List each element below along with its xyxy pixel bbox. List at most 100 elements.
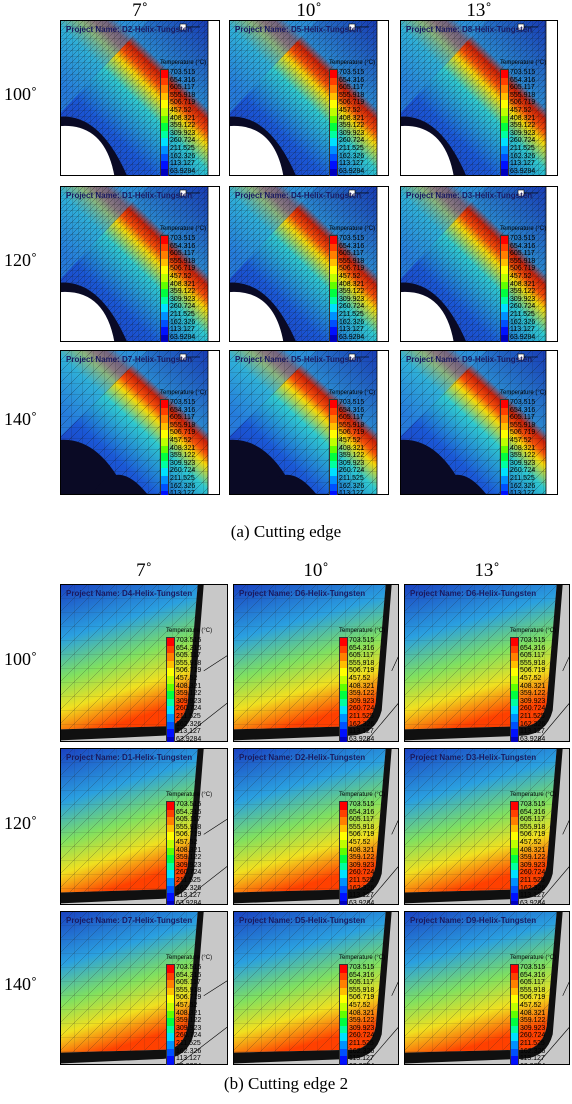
legend-title: Temperature (°C) (166, 955, 213, 961)
legend-value: 506.719 (349, 667, 375, 675)
legend-value: 457.52 (170, 436, 192, 444)
legend-value: 359.122 (520, 1017, 546, 1025)
legend-colorbar (510, 964, 519, 1065)
legend-swatch (167, 862, 174, 871)
legend-swatch (340, 862, 347, 871)
legend-swatch (330, 266, 337, 274)
project-name-label: Project Name: D4-Helix-Tungsten (235, 191, 362, 200)
legend-swatch (501, 273, 508, 282)
legend-value: 457.52 (176, 1001, 198, 1009)
legend-value: 506.719 (510, 99, 536, 107)
legend-value: 605.117 (339, 414, 364, 422)
legend-swatch (501, 266, 508, 274)
legend-value: 703.515 (339, 235, 365, 242)
legend-swatch (501, 400, 508, 408)
legend-swatch (501, 236, 508, 244)
legend-swatch (167, 638, 174, 646)
legend-values: 703.515 654.316 605.117 555.918 506.719 457.5… (176, 801, 201, 905)
legend-title: Temperature (°C) (166, 792, 213, 798)
legend-swatch (511, 802, 518, 810)
legend-value: 654.316 (510, 242, 536, 250)
legend-value: 309.923 (339, 295, 365, 303)
legend-value: 555.918 (510, 91, 536, 99)
legend-swatch (340, 1010, 347, 1019)
legend-swatch (330, 468, 337, 476)
legend-value: 309.923 (170, 129, 196, 137)
legend-swatch (167, 1063, 174, 1065)
legend-value: 260.724 (170, 303, 196, 311)
legend-swatch (161, 123, 168, 131)
legend-value: 211.525 (176, 1039, 201, 1047)
legend-swatch (330, 153, 337, 162)
legend-swatch (511, 1056, 518, 1064)
legend-swatch (161, 327, 168, 335)
legend-swatch (511, 824, 518, 833)
simulation-panel: Project Name: D5-Helix-Tungsten Temperatu… (233, 911, 399, 1065)
project-name-label: Project Name: D1-Helix-Tungsten (66, 191, 193, 200)
legend-swatch (330, 311, 337, 320)
legend-value: 211.525 (510, 144, 535, 152)
legend-value: 654.316 (510, 406, 536, 414)
simulation-panel: Project Name: D9-Helix-Tungsten Temperatu… (400, 350, 558, 495)
legend-value: 605.117 (510, 84, 535, 92)
legend-swatch (511, 980, 518, 988)
legend-value: 260.724 (349, 1032, 375, 1040)
legend-swatch (340, 1018, 347, 1026)
legend-colorbar (166, 801, 175, 905)
legend-value: 309.923 (510, 459, 536, 467)
legend-value: 113.127 (170, 160, 195, 168)
legend-swatch (511, 675, 518, 684)
legend-swatch (161, 483, 168, 492)
legend-value: 506.719 (176, 831, 202, 839)
legend-value: 162.326 (170, 482, 196, 490)
simulation-panel: Project Name: D4-Helix-Tungsten Temperatu… (60, 584, 228, 742)
legend-swatch (167, 965, 174, 973)
legend-value: 408.321 (176, 1009, 202, 1017)
row-label: 100˚ (4, 649, 37, 669)
legend-value: 506.719 (520, 994, 546, 1002)
legend-value: 211.525 (170, 474, 195, 482)
simulation-panel: Project Name: D3-Helix-Tungsten Temperatu… (400, 186, 558, 342)
legend-value: 63.9284 (176, 735, 202, 742)
legend-swatch (340, 675, 347, 684)
legend-value: 457.52 (510, 436, 532, 444)
project-name-label: Project Name: D8-Helix-Tungsten (406, 25, 533, 34)
legend-title: Temperature (°C) (510, 955, 557, 961)
legend-value: 162.326 (520, 1047, 546, 1055)
legend-colorbar (329, 399, 338, 495)
legend-swatch (511, 885, 518, 894)
legend-swatch (167, 832, 174, 840)
legend-title: Temperature (°C) (339, 955, 386, 961)
project-name-label: Project Name: D7-Helix-Tungsten (66, 916, 193, 925)
legend-swatch (161, 319, 168, 328)
legend-swatch (340, 698, 347, 707)
legend-swatch (161, 475, 168, 484)
legend-swatch (511, 660, 518, 669)
legend-value: 506.719 (339, 265, 365, 273)
legend-value: 703.515 (176, 801, 202, 808)
legend-swatch (167, 736, 174, 742)
legend-colorbar (329, 235, 338, 342)
legend-swatch (340, 1056, 347, 1064)
project-name-label: Project Name: D6-Helix-Tungsten (239, 589, 366, 598)
legend-swatch (167, 900, 174, 905)
legend-swatch (167, 1033, 174, 1041)
legend-value: 260.724 (520, 705, 546, 713)
legend-swatch (167, 1018, 174, 1026)
legend-title: Temperature (°C) (510, 792, 557, 798)
legend-value: 63.9284 (510, 333, 536, 341)
legend-swatch (340, 736, 347, 742)
simulation-panel: Project Name: D6-Helix-Tungsten Temperatu… (404, 584, 570, 742)
project-name-label: Project Name: D4-Helix-Tungsten (66, 589, 193, 598)
legend-value: 506.719 (176, 667, 202, 675)
legend-value: 260.724 (339, 303, 365, 311)
legend-value: 162.326 (510, 318, 536, 326)
legend-swatch (501, 475, 508, 484)
legend-value: 211.525 (510, 310, 535, 318)
legend-values: 703.515 654.316 605.117 555.918 506.719 457.5… (170, 399, 195, 495)
legend-value: 309.923 (349, 697, 375, 705)
legend-value: 703.515 (510, 399, 536, 406)
legend-value: 309.923 (520, 861, 546, 869)
legend-swatch (167, 877, 174, 886)
legend-swatch (340, 721, 347, 730)
